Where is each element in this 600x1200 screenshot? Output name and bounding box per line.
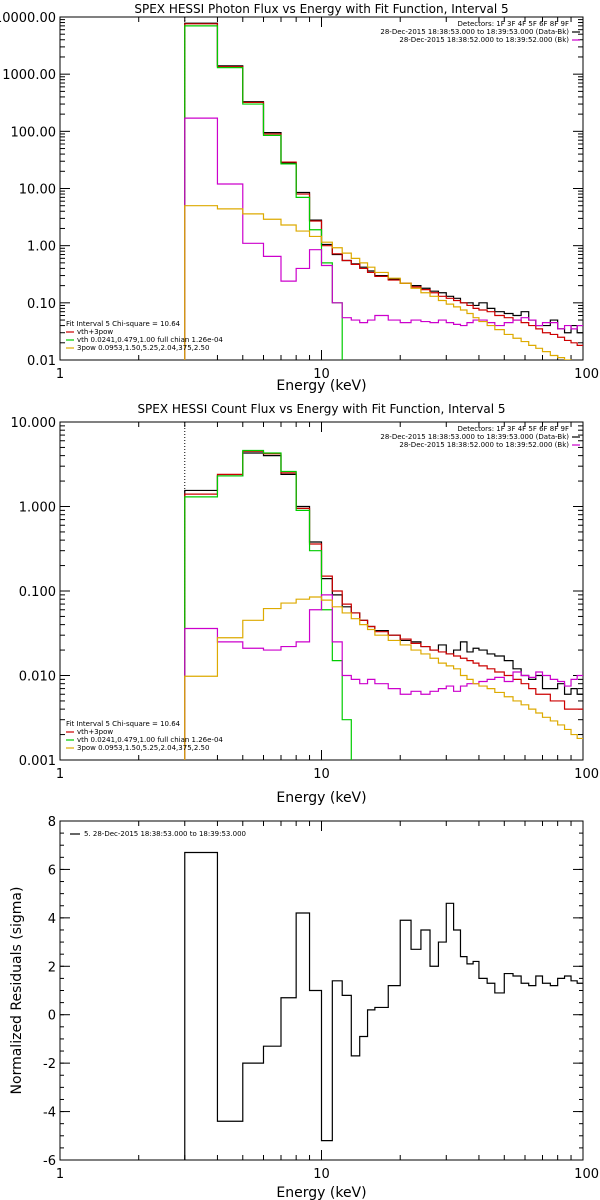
y-tick-label: 100.00 xyxy=(11,125,57,140)
series-5-28-dec-2015-18-38-53-000-to-18-39-53-000 xyxy=(184,851,583,1160)
y-tick-label: -2 xyxy=(43,1057,56,1072)
plot-frame xyxy=(59,421,584,761)
y-tick-label: 1.000 xyxy=(19,501,56,516)
header-line: 28-Dec-2015 18:38:52.000 to 18:39:52.000… xyxy=(399,36,569,44)
series-3pow xyxy=(184,205,572,360)
x-tick-label: 1 xyxy=(56,367,64,382)
y-tick-label: 10.00 xyxy=(19,183,56,198)
chart-panel-1: SPEX HESSI Photon Flux vs Energy with Fi… xyxy=(0,2,599,394)
x-axis-label: Energy (keV) xyxy=(276,790,366,806)
legend-label: 3pow 0.0953,1.50,5.25,2.04,375,2.50 xyxy=(77,344,209,352)
x-tick-label: 10 xyxy=(313,1167,330,1182)
series-data-bk xyxy=(184,22,583,360)
series-group xyxy=(184,449,583,760)
y-tick-label: 0.001 xyxy=(19,754,56,769)
legend-label: 3pow 0.0953,1.50,5.25,2.04,375,2.50 xyxy=(77,744,209,752)
y-tick-label: 0.100 xyxy=(19,585,56,600)
x-axis-label: Energy (keV) xyxy=(276,378,366,394)
header-line: Detectors: 1F 3F 4F 5F 6F 8F 9F xyxy=(458,425,569,433)
legend-label: vth+3pow xyxy=(77,328,113,336)
header-line: 28-Dec-2015 18:38:53.000 to 18:39:53.000… xyxy=(380,433,569,441)
legend-label: Fit Interval 5 Chi-square = 10.64 xyxy=(66,720,181,728)
y-tick-label: 1.00 xyxy=(27,240,56,255)
chart-panel-2: SPEX HESSI Count Flux vs Energy with Fit… xyxy=(11,402,600,806)
header-line: 28-Dec-2015 18:38:53.000 to 18:39:53.000… xyxy=(380,28,569,36)
chart-panel-3: 1 10 100 8 6 4 2 0 -2 -4 -6 Energy (keV) Normalized … xyxy=(9,815,599,1200)
x-tick-label: 10 xyxy=(313,367,330,382)
y-tick-label: 6 xyxy=(48,863,56,878)
y-tick-label: 10.000 xyxy=(11,416,57,431)
series-group xyxy=(184,851,583,1160)
series-vth-3pow xyxy=(184,450,583,760)
y-tick-label: 0.010 xyxy=(19,670,56,685)
series-bk xyxy=(184,594,583,760)
x-axis-label: Energy (keV) xyxy=(276,1185,366,1200)
y-tick-label: 8 xyxy=(48,815,56,830)
y-tick-label: 4 xyxy=(48,912,56,927)
y-tick-label: 1000.00 xyxy=(2,68,56,83)
y-tick-label: 0.10 xyxy=(27,297,56,312)
legend-label: vth 0.0241,0.479,1.00 full chian 1.26e-0… xyxy=(77,736,223,744)
series-group xyxy=(184,22,583,360)
x-tick-label: 100 xyxy=(574,767,599,782)
series-vth xyxy=(184,25,343,360)
x-minor-ticks xyxy=(138,422,572,760)
series-3pow xyxy=(184,596,583,760)
x-tick-label: 1 xyxy=(56,1167,64,1182)
plot-frame xyxy=(59,820,584,1161)
y-tick-label: -6 xyxy=(43,1154,56,1169)
x-minor-ticks xyxy=(138,821,572,1160)
plot-frame xyxy=(59,16,584,361)
series-data-bk xyxy=(184,452,583,760)
y-tick-label: 2 xyxy=(48,960,56,975)
y-axis-label: Normalized Residuals (sigma) xyxy=(9,887,25,1095)
header-line: 28-Dec-2015 18:38:52.000 to 18:39:52.000… xyxy=(399,441,569,449)
x-tick-label: 10 xyxy=(313,767,330,782)
legend-label: vth 0.0241,0.479,1.00 full chian 1.26e-0… xyxy=(77,336,223,344)
y-tick-label: 10000.00 xyxy=(0,11,56,26)
legend-label: 5. 28-Dec-2015 18:38:53.000 to 18:39:53.… xyxy=(84,830,246,838)
x-minor-ticks xyxy=(138,17,572,360)
x-tick-label: 100 xyxy=(574,1167,599,1182)
series-bk xyxy=(184,117,583,360)
series-vth xyxy=(184,449,352,760)
x-tick-label: 100 xyxy=(574,367,599,382)
y-tick-label: 0 xyxy=(48,1009,56,1024)
header-line: Detectors: 1F 3F 4F 5F 6F 8F 9F xyxy=(458,20,569,28)
chart-title: SPEX HESSI Count Flux vs Energy with Fit… xyxy=(137,402,505,416)
y-tick-label: 0.01 xyxy=(27,354,56,369)
y-tick-label: -4 xyxy=(43,1106,56,1121)
chart-title: SPEX HESSI Photon Flux vs Energy with Fi… xyxy=(134,2,508,16)
x-tick-label: 1 xyxy=(56,767,64,782)
legend-label: vth+3pow xyxy=(77,728,113,736)
legend-label: Fit Interval 5 Chi-square = 10.64 xyxy=(66,320,181,328)
